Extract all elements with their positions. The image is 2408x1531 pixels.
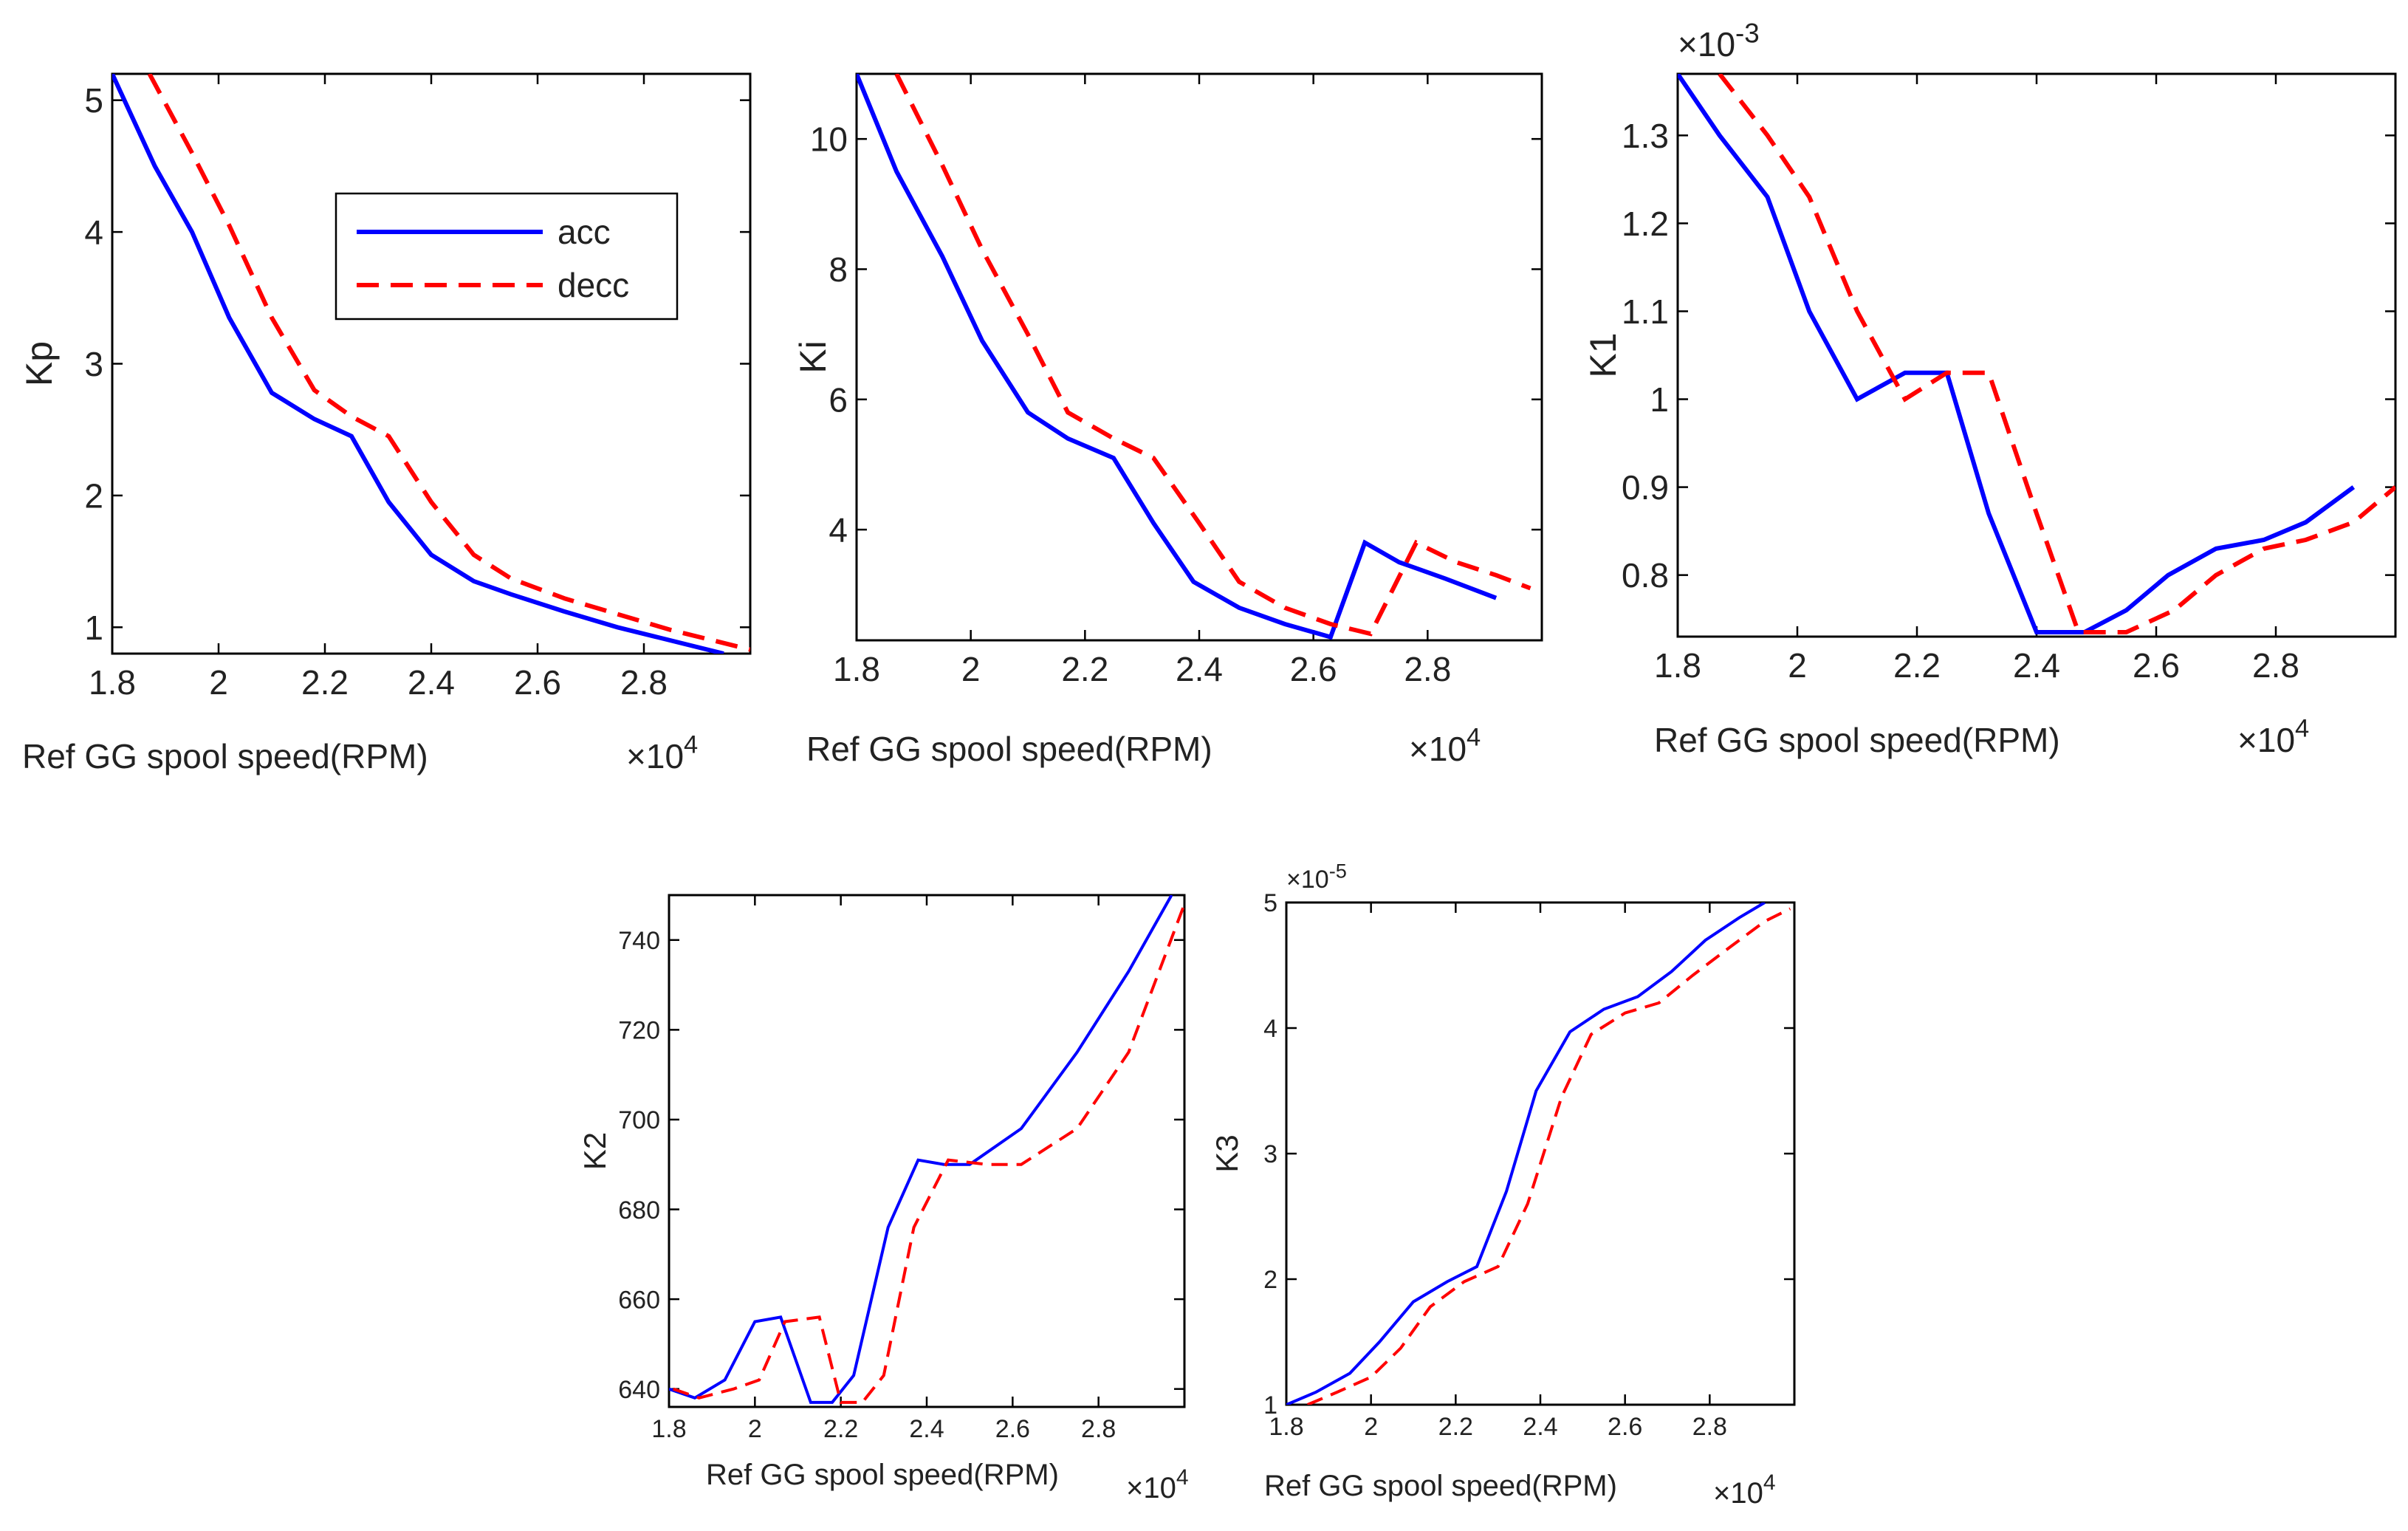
y-tick-label: 10 <box>810 120 848 159</box>
x-tick-label: 2 <box>961 650 981 688</box>
chart-ki: 1.8 2 2.2 2.4 2.6 2.8 4 6 8 10 Ref GG spool speed(… <box>792 72 1543 768</box>
y-tick-label: 660 <box>618 1286 660 1314</box>
legend-label-acc: acc <box>558 213 611 251</box>
x-tick-label: 2.2 <box>1893 646 1941 685</box>
y-tick-label: 1 <box>1263 1391 1277 1419</box>
y-axis-label: K2 <box>577 1132 612 1170</box>
plot-frame-k2 <box>668 894 1186 1408</box>
x-tick-label: 2.8 <box>620 663 668 702</box>
y-tick-label: 4 <box>84 213 103 252</box>
x-axis-multiplier-exponent: 4 <box>1176 1465 1189 1490</box>
x-tick-label: 2.2 <box>1061 650 1108 688</box>
y-axis-multiplier-exponent: -5 <box>1329 859 1347 882</box>
y-axis-multiplier-exponent: -3 <box>1735 18 1760 49</box>
x-axis-label: Ref GG spool speed(RPM) <box>806 730 1212 768</box>
plot-frame-kp <box>111 72 752 655</box>
chart-k1: 1.8 2 2.2 2.4 2.6 2.8 0.8 0.9 1 1.1 1.2 1.3 Ref GG s… <box>1582 18 2397 759</box>
x-tick-label: 2 <box>1364 1413 1378 1441</box>
y-tick-label: 0.9 <box>1622 468 1669 507</box>
series-line-acc <box>1286 902 1766 1405</box>
x-axis-label: Ref GG spool speed(RPM) <box>706 1459 1059 1491</box>
y-tick-label: 640 <box>618 1376 660 1404</box>
x-tick-label: 2.4 <box>2013 646 2060 685</box>
series-line-acc <box>857 74 1498 640</box>
series-line-decc <box>1306 907 1791 1405</box>
x-tick-label: 2.6 <box>514 663 561 702</box>
y-axis-label: K1 <box>1582 332 1624 377</box>
x-tick-label: 2.6 <box>1290 650 1337 688</box>
series-line-decc <box>894 74 1531 637</box>
x-axis-multiplier-exponent: 4 <box>1467 723 1481 751</box>
x-tick-label: 2 <box>209 663 228 702</box>
x-tick-label: 2.2 <box>301 663 349 702</box>
y-tick-label: 4 <box>1263 1015 1277 1043</box>
legend: acc decc <box>335 192 679 321</box>
x-tick-label: 2.8 <box>1081 1415 1116 1443</box>
y-tick-label: 3 <box>1263 1140 1277 1168</box>
plot-frame-k1 <box>1676 72 2397 638</box>
series-line-decc <box>147 74 750 652</box>
y-tick-label: 1.1 <box>1622 292 1669 331</box>
y-tick-label: 720 <box>618 1017 660 1045</box>
y-axis-label: Kp <box>18 341 60 386</box>
x-axis-multiplier-exponent: 4 <box>684 730 698 758</box>
x-tick-label: 2.4 <box>909 1415 944 1443</box>
x-tick-label: 2.6 <box>2133 646 2180 685</box>
y-tick-label: 5 <box>1263 889 1277 917</box>
y-tick-label: 6 <box>829 380 848 419</box>
y-tick-label: 8 <box>829 250 848 289</box>
y-tick-label: 740 <box>618 927 660 955</box>
y-tick-label: 680 <box>618 1196 660 1225</box>
x-tick-label: 2.8 <box>1692 1413 1727 1441</box>
series-line-acc <box>112 74 724 654</box>
y-axis-label: K3 <box>1210 1134 1244 1172</box>
x-tick-label: 2.4 <box>408 663 455 702</box>
legend-box <box>335 192 679 321</box>
plot-frame-k3 <box>1285 901 1796 1406</box>
x-axis-label: Ref GG spool speed(RPM) <box>1654 721 2060 759</box>
y-tick-label: 4 <box>829 511 848 549</box>
x-tick-label: 1.8 <box>1654 646 1701 685</box>
x-axis-multiplier-exponent: 4 <box>2295 714 2309 742</box>
x-tick-label: 1.8 <box>833 650 880 688</box>
y-tick-label: 0.8 <box>1622 556 1669 595</box>
series-line-decc <box>1718 74 2395 634</box>
x-tick-label: 2.2 <box>823 1415 858 1443</box>
x-tick-label: 2.2 <box>1438 1413 1473 1441</box>
y-tick-label: 1.3 <box>1622 117 1669 155</box>
series-line-acc <box>669 895 1173 1404</box>
series-line-acc <box>1678 74 2356 634</box>
x-tick-label: 2 <box>748 1415 762 1443</box>
y-tick-label: 1 <box>1650 380 1669 419</box>
x-axis-label: Ref GG spool speed(RPM) <box>1264 1470 1617 1502</box>
x-tick-label: 2.6 <box>1608 1413 1642 1441</box>
chart-kp: 1.8 2 2.2 2.4 2.6 2.8 1 2 3 4 5 Ref GG spool speed(… <box>18 72 752 775</box>
y-tick-label: 3 <box>84 345 103 383</box>
x-tick-label: 2 <box>1788 646 1807 685</box>
x-tick-label: 2.8 <box>2252 646 2299 685</box>
chart-k3: 1.8 2 2.2 2.4 2.6 2.8 1 2 3 4 5 Ref GG spool speed(… <box>1210 859 1796 1510</box>
y-tick-label: 2 <box>1263 1266 1277 1294</box>
y-tick-label: 2 <box>84 476 103 515</box>
series-line-decc <box>673 903 1184 1404</box>
x-axis-multiplier-exponent: 4 <box>1763 1470 1776 1495</box>
x-tick-label: 1.8 <box>651 1415 686 1443</box>
y-tick-label: 5 <box>84 81 103 120</box>
legend-label-decc: decc <box>558 266 629 304</box>
y-tick-label: 700 <box>618 1106 660 1134</box>
chart-k2: 1.8 2 2.2 2.4 2.6 2.8 640 660 680 700 720 740 Ref GG… <box>577 894 1189 1504</box>
y-axis-label: Ki <box>792 340 834 373</box>
x-tick-label: 2.6 <box>995 1415 1030 1443</box>
plot-frame-ki <box>855 72 1543 642</box>
x-tick-label: 2.8 <box>1404 650 1451 688</box>
x-axis-multiplier: ×104 <box>1713 1470 1776 1510</box>
x-tick-label: 1.8 <box>1269 1413 1303 1441</box>
x-axis-label: Ref GG spool speed(RPM) <box>22 737 428 775</box>
x-tick-label: 2.4 <box>1523 1413 1557 1441</box>
x-tick-label: 2.4 <box>1176 650 1223 688</box>
y-tick-label: 1 <box>84 609 103 647</box>
y-tick-label: 1.2 <box>1622 205 1669 243</box>
x-tick-label: 1.8 <box>89 663 136 702</box>
